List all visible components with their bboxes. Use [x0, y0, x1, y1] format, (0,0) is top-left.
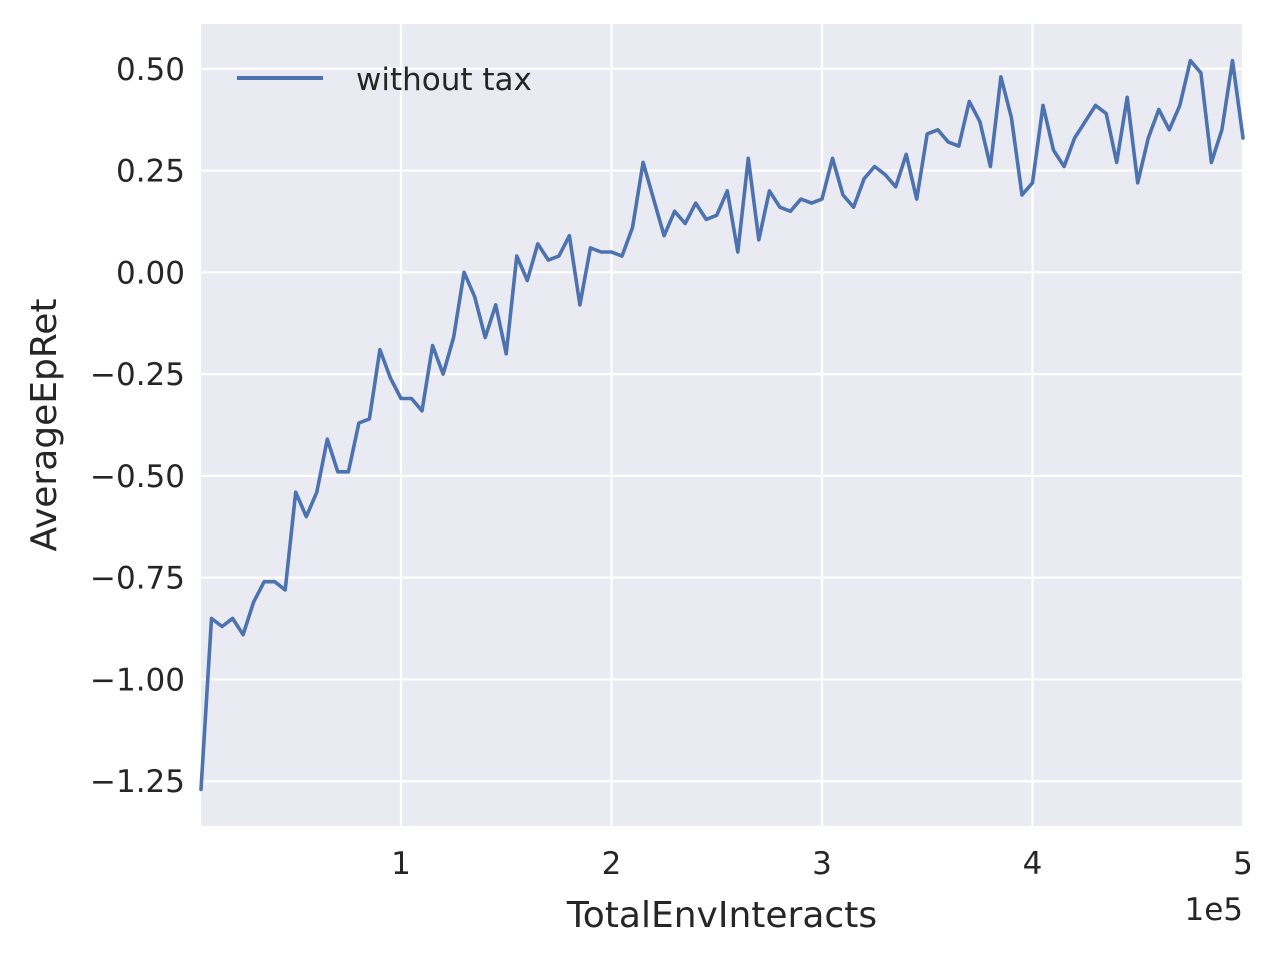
series-line	[199, 58, 1245, 792]
y-tick-label: −1.25	[90, 764, 185, 800]
y-tick-label: −0.75	[90, 561, 185, 597]
y-tick-label: −0.25	[90, 357, 185, 393]
y-tick-label: 0.00	[116, 255, 185, 291]
y-tick-label: −1.00	[90, 662, 185, 698]
x-axis-ticks: 1 2 3 4 5	[391, 846, 1253, 882]
series-layer	[199, 58, 1245, 792]
x-tick-label: 3	[812, 846, 832, 882]
y-axis-ticks: 0.50 0.25 0.00 −0.25 −0.50 −0.75 −1.00 −1.25	[90, 52, 185, 800]
x-tick-label: 1	[391, 846, 411, 882]
y-axis-label: AverageEpRet	[24, 298, 65, 551]
x-tick-label: 5	[1233, 846, 1253, 882]
y-tick-label: 0.50	[116, 52, 185, 88]
x-axis-label: TotalEnvInteracts	[566, 895, 877, 936]
x-axis-offset-label: 1e5	[1184, 892, 1243, 928]
x-tick-label: 4	[1023, 846, 1043, 882]
legend-label: without tax	[356, 62, 532, 98]
plot-background	[201, 24, 1243, 826]
y-tick-label: −0.50	[90, 459, 185, 495]
x-tick-label: 2	[602, 846, 622, 882]
y-tick-label: 0.25	[116, 154, 185, 190]
legend: without tax	[237, 62, 532, 98]
